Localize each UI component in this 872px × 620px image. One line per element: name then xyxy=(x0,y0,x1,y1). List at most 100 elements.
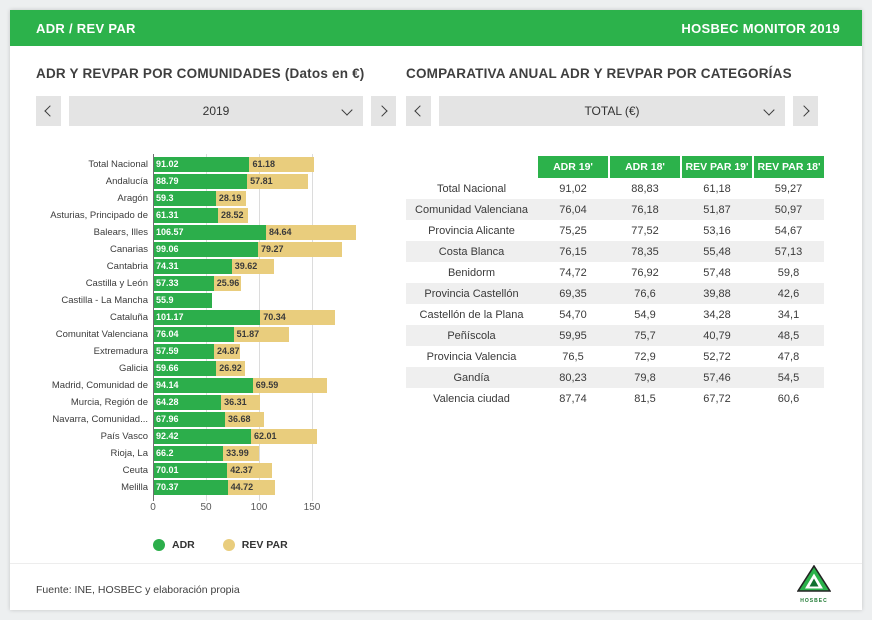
chart-bars: 59.66 26.92 xyxy=(153,361,365,376)
adr-bar[interactable]: 67.96 xyxy=(153,412,226,427)
adr-bar[interactable]: 88.79 xyxy=(153,174,248,189)
table-cell: 50,97 xyxy=(774,203,803,216)
revpar-bar[interactable]: 24.87 xyxy=(214,344,241,359)
table-row: Castellón de la Plana 54,70 54,9 34,28 34,1 xyxy=(406,304,824,325)
hosbec-logo: HOSBEC xyxy=(794,564,834,604)
chart-category-label: Galicia xyxy=(118,363,148,374)
year-prev-button[interactable] xyxy=(36,96,61,126)
table-cell: 40,79 xyxy=(703,329,731,342)
year-selector: 2019 xyxy=(36,96,396,126)
comparison-table: ADR 19' ADR 18' REV PAR 19' REV PAR 18' Tot… xyxy=(406,156,824,409)
adr-bar[interactable]: 101.17 xyxy=(153,310,261,325)
category-prev-button[interactable] xyxy=(406,96,431,126)
table-cell: 75,25 xyxy=(559,224,587,237)
adr-bar[interactable]: 59.3 xyxy=(153,191,216,206)
revpar-bar[interactable]: 25.96 xyxy=(213,276,242,291)
adr-bar[interactable]: 70.01 xyxy=(153,463,228,478)
chart-row: Rioja, La 66.2 33.99 xyxy=(36,445,367,462)
chart-row: Cantabria 74.31 39.62 xyxy=(36,258,367,275)
table-cell: 67,72 xyxy=(703,392,731,405)
revpar-bar[interactable]: 51.87 xyxy=(233,327,289,342)
adr-bar[interactable]: 99.06 xyxy=(153,242,258,257)
year-next-button[interactable] xyxy=(371,96,396,126)
table-cell: 60,6 xyxy=(777,392,800,405)
chevron-right-icon xyxy=(376,105,388,117)
revpar-bar[interactable]: 26.92 xyxy=(216,361,245,376)
comparison-panel: COMPARATIVA ANUAL ADR Y REVPAR POR CATEG… xyxy=(406,66,824,409)
chart-category-label: Ceuta xyxy=(122,465,148,476)
chart-category-label: Murcia, Región de xyxy=(70,397,148,408)
chart-category-label: Cataluña xyxy=(109,312,148,323)
legend-item[interactable]: ADR xyxy=(153,539,195,551)
adr-bar[interactable]: 61.31 xyxy=(153,208,218,223)
legend-item[interactable]: REV PAR xyxy=(222,539,288,551)
chart-row: Cataluña 101.17 70.34 xyxy=(36,309,367,326)
row-label: Provincia Castellón xyxy=(424,287,519,300)
chart-bars: 92.42 62.01 xyxy=(153,429,365,444)
column-header: ADR 19' xyxy=(536,156,609,178)
table-row: Valencia ciudad 87,74 81,5 67,72 60,6 xyxy=(406,388,824,409)
hosbec-logo-graphic xyxy=(796,564,832,592)
table-cell: 42,6 xyxy=(777,287,800,300)
row-label: Comunidad Valenciana xyxy=(415,203,528,216)
adr-bar[interactable]: 70.37 xyxy=(153,480,228,495)
adr-bar[interactable]: 91.02 xyxy=(153,157,250,172)
chart-bars: 57.59 24.87 xyxy=(153,344,365,359)
revpar-bar[interactable]: 84.64 xyxy=(265,225,356,240)
adr-bar[interactable]: 57.59 xyxy=(153,344,215,359)
revpar-bar[interactable]: 42.37 xyxy=(227,463,273,478)
revpar-bar[interactable]: 57.81 xyxy=(247,174,309,189)
revpar-bar[interactable]: 28.52 xyxy=(217,208,249,223)
table-cell: 76,18 xyxy=(631,203,659,216)
row-label: Valencia ciudad xyxy=(433,392,510,405)
chart-category-label: Rioja, La xyxy=(110,448,149,459)
revpar-bar[interactable]: 69.59 xyxy=(252,378,327,393)
x-tick-label: 150 xyxy=(303,502,321,513)
revpar-bar[interactable]: 28.19 xyxy=(215,191,246,206)
table-cell: 87,74 xyxy=(559,392,587,405)
table-cell: 34,1 xyxy=(777,308,800,321)
revpar-bar[interactable]: 39.62 xyxy=(231,259,274,274)
chart-row: Canarias 99.06 79.27 xyxy=(36,241,367,258)
row-label: Provincia Valencia xyxy=(426,350,517,363)
table-cell: 39,88 xyxy=(703,287,731,300)
table-cell: 54,5 xyxy=(777,371,800,384)
adr-bar[interactable]: 76.04 xyxy=(153,327,234,342)
revpar-bar[interactable]: 70.34 xyxy=(260,310,335,325)
legend-label: REV PAR xyxy=(241,539,288,551)
adr-bar[interactable]: 106.57 xyxy=(153,225,266,240)
chart-category-label: Madrid, Comunidad de xyxy=(51,380,148,391)
adr-bar[interactable]: 74.31 xyxy=(153,259,232,274)
revpar-bar[interactable]: 79.27 xyxy=(258,242,343,257)
year-dropdown[interactable]: 2019 xyxy=(69,96,363,126)
row-label: Peñíscola xyxy=(447,329,496,342)
revpar-bar[interactable]: 61.18 xyxy=(249,157,315,172)
table-cell: 53,16 xyxy=(703,224,731,237)
chart-row: Asturias, Principado de 61.31 28.52 xyxy=(36,207,367,224)
chart-bars: 99.06 79.27 xyxy=(153,242,365,257)
adr-bar[interactable]: 59.66 xyxy=(153,361,217,376)
table-cell: 34,28 xyxy=(703,308,731,321)
chevron-left-icon xyxy=(44,105,56,117)
category-dropdown[interactable]: TOTAL (€) xyxy=(439,96,785,126)
revpar-bar[interactable]: 36.31 xyxy=(221,395,260,410)
chart-row: País Vasco 92.42 62.01 xyxy=(36,428,367,445)
revpar-bar[interactable]: 36.68 xyxy=(225,412,264,427)
adr-bar[interactable]: 66.2 xyxy=(153,446,224,461)
adr-bar[interactable]: 64.28 xyxy=(153,395,222,410)
adr-bar[interactable]: 57.33 xyxy=(153,276,214,291)
adr-bar[interactable]: 55.9 xyxy=(153,293,213,308)
revpar-bar[interactable]: 62.01 xyxy=(250,429,317,444)
column-header: ADR 18' xyxy=(608,156,681,178)
revpar-bar[interactable]: 44.72 xyxy=(227,480,275,495)
revpar-bar[interactable]: 33.99 xyxy=(223,446,260,461)
adr-bar[interactable]: 92.42 xyxy=(153,429,251,444)
table-cell: 80,23 xyxy=(559,371,587,384)
table-row: Peñíscola 59,95 75,7 40,79 48,5 xyxy=(406,325,824,346)
category-next-button[interactable] xyxy=(793,96,818,126)
chevron-down-icon xyxy=(341,104,353,116)
chart-category-label: Castilla y León xyxy=(85,278,148,289)
legend-dot xyxy=(222,539,235,551)
adr-bar[interactable]: 94.14 xyxy=(153,378,253,393)
table-cell: 78,35 xyxy=(631,245,659,258)
